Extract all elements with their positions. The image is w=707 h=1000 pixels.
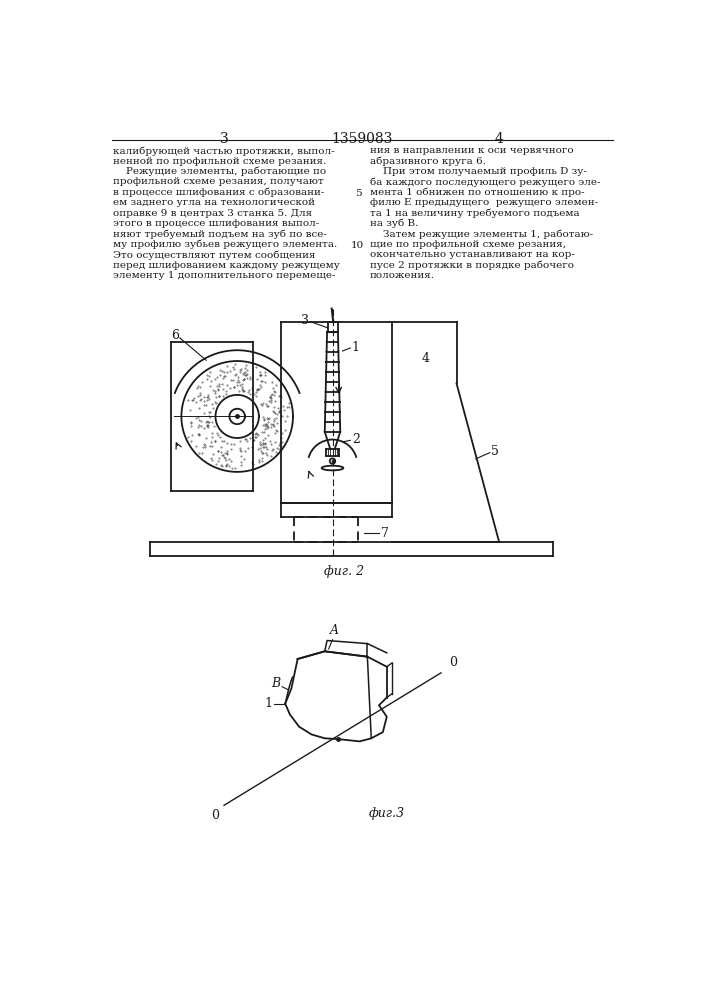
Text: 6: 6 (171, 329, 179, 342)
Text: 4: 4 (495, 132, 503, 146)
Text: этого в процессе шлифования выпол-: этого в процессе шлифования выпол- (113, 219, 320, 228)
Text: мента 1 обнижен по отношению к про-: мента 1 обнижен по отношению к про- (370, 188, 584, 197)
Text: та 1 на величину требуемого подъема: та 1 на величину требуемого подъема (370, 209, 579, 218)
Text: оправке 9 в центрах 3 станка 5. Для: оправке 9 в центрах 3 станка 5. Для (113, 209, 312, 218)
Text: 5: 5 (356, 189, 362, 198)
Text: ния в направлении к оси червячного: ния в направлении к оси червячного (370, 146, 573, 155)
Text: B: B (271, 677, 281, 690)
Text: 0: 0 (211, 809, 218, 822)
Text: элементу 1 дополнительного перемеще-: элементу 1 дополнительного перемеще- (113, 271, 336, 280)
Text: Затем режущие элементы 1, работаю-: Затем режущие элементы 1, работаю- (370, 229, 593, 239)
Text: няют требуемый подъем на зуб по все-: няют требуемый подъем на зуб по все- (113, 229, 327, 239)
Text: ба каждого последующего режущего эле-: ба каждого последующего режущего эле- (370, 177, 600, 187)
Text: в процессе шлифования с образовани-: в процессе шлифования с образовани- (113, 188, 325, 197)
Text: 3: 3 (220, 132, 228, 146)
Text: 2: 2 (352, 433, 360, 446)
Text: 1359083: 1359083 (332, 132, 392, 146)
Text: на зуб В.: на зуб В. (370, 219, 418, 228)
Text: A: A (330, 624, 339, 637)
Text: пусе 2 протяжки в порядке рабочего: пусе 2 протяжки в порядке рабочего (370, 261, 573, 270)
Text: абразивного круга 6.: абразивного круга 6. (370, 157, 486, 166)
Text: профильной схеме резания, получают: профильной схеме резания, получают (113, 177, 324, 186)
Text: филю Е предыдущего  режущего элемен-: филю Е предыдущего режущего элемен- (370, 198, 598, 207)
Text: 4: 4 (421, 352, 429, 365)
Text: 0: 0 (449, 656, 457, 669)
Text: Режущие элементы, работающие по: Режущие элементы, работающие по (113, 167, 327, 176)
Text: ненной по профильной схеме резания.: ненной по профильной схеме резания. (113, 157, 327, 166)
Text: 3: 3 (301, 314, 309, 327)
Text: 7: 7 (381, 527, 389, 540)
Text: 5: 5 (491, 445, 499, 458)
Text: 1: 1 (352, 341, 360, 354)
Text: окончательно устанавливают на кор-: окончательно устанавливают на кор- (370, 250, 575, 259)
Text: ем заднего угла на технологической: ем заднего угла на технологической (113, 198, 315, 207)
Text: му профилю зубьев режущего элемента.: му профилю зубьев режущего элемента. (113, 240, 337, 249)
Text: 10: 10 (351, 241, 364, 250)
Text: фиг. 2: фиг. 2 (324, 565, 364, 578)
Text: положения.: положения. (370, 271, 435, 280)
Text: фиг.3: фиг.3 (368, 807, 405, 820)
Text: При этом получаемый профиль D зу-: При этом получаемый профиль D зу- (370, 167, 587, 176)
Text: щие по профильной схеме резания,: щие по профильной схеме резания, (370, 240, 566, 249)
Text: калибрующей частью протяжки, выпол-: калибрующей частью протяжки, выпол- (113, 146, 335, 156)
Text: 1: 1 (265, 697, 273, 710)
Text: перед шлифованием каждому режущему: перед шлифованием каждому режущему (113, 261, 340, 270)
Text: Это осуществляют путем сообщения: Это осуществляют путем сообщения (113, 250, 315, 260)
